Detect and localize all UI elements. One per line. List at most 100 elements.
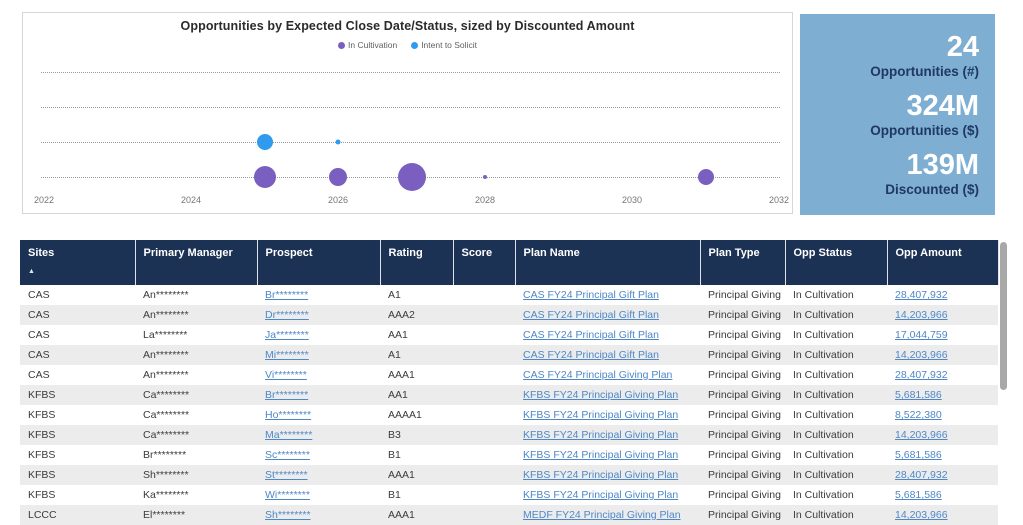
table-cell: In Cultivation bbox=[793, 489, 854, 501]
column-header-prospect[interactable]: Prospect bbox=[256, 240, 381, 285]
cell-link[interactable]: Vi******** bbox=[265, 369, 307, 381]
cell-link[interactable]: Ma******** bbox=[265, 429, 313, 441]
cell-link[interactable]: KFBS FY24 Principal Giving Plan bbox=[523, 409, 679, 421]
cell-link[interactable]: CAS FY24 Principal Gift Plan bbox=[523, 349, 659, 361]
cell-link[interactable]: St******** bbox=[265, 469, 308, 481]
table-cell: In Cultivation bbox=[793, 409, 854, 421]
table-cell: In Cultivation bbox=[793, 329, 854, 341]
cell-link[interactable]: Dr******** bbox=[265, 309, 309, 321]
column-header-rating[interactable]: Rating bbox=[379, 240, 454, 285]
table-cell: An******** bbox=[143, 349, 189, 361]
table-cell: B1 bbox=[388, 489, 401, 501]
table-header-row: Sites ▲ Primary Manager Prospect Rating … bbox=[20, 240, 999, 285]
chart-bubble[interactable] bbox=[483, 175, 487, 179]
table-row[interactable]: KFBS Br******** Sc******** B1 KFBS FY24 Prin… bbox=[20, 445, 998, 465]
table-cell: AA1 bbox=[388, 329, 408, 341]
cell-link[interactable]: KFBS FY24 Principal Giving Plan bbox=[523, 489, 679, 501]
chart-bubble[interactable] bbox=[335, 139, 341, 145]
gridline bbox=[41, 107, 780, 108]
table-cell bbox=[453, 285, 515, 305]
table-scrollbar-track[interactable] bbox=[1000, 240, 1007, 525]
cell-link[interactable]: 14,203,966 bbox=[895, 509, 948, 521]
chart-bubble[interactable] bbox=[256, 134, 273, 150]
table-cell: 8,522,380 bbox=[887, 405, 998, 425]
cell-link[interactable]: MEDF FY24 Principal Giving Plan bbox=[523, 509, 681, 521]
cell-link[interactable]: Ho******** bbox=[265, 409, 312, 421]
cell-link[interactable]: 17,044,759 bbox=[895, 329, 948, 341]
cell-link[interactable]: 5,681,586 bbox=[895, 449, 942, 461]
chart-bubble[interactable] bbox=[329, 168, 347, 186]
table-row[interactable]: KFBS Sh******** St******** AAA1 KFBS FY24 Pr… bbox=[20, 465, 998, 485]
table-cell: CAS bbox=[28, 309, 50, 321]
cell-link[interactable]: KFBS FY24 Principal Giving Plan bbox=[523, 449, 679, 461]
table-row[interactable]: KFBS Ka******** Wi******** B1 KFBS FY24 Prin… bbox=[20, 485, 998, 505]
cell-link[interactable]: CAS FY24 Principal Giving Plan bbox=[523, 369, 673, 381]
cell-link[interactable]: Mi******** bbox=[265, 349, 309, 361]
column-header-primary-manager[interactable]: Primary Manager bbox=[134, 240, 258, 285]
table-cell: KFBS FY24 Principal Giving Plan bbox=[515, 425, 700, 445]
table-cell: AAA1 bbox=[388, 509, 415, 521]
cell-link[interactable]: 28,407,932 bbox=[895, 469, 948, 481]
table-body: CAS An******** Br******** A1 CAS FY24 Princi… bbox=[20, 285, 998, 525]
cell-link[interactable]: 5,681,586 bbox=[895, 489, 942, 501]
cell-link[interactable]: 14,203,966 bbox=[895, 309, 948, 321]
cell-link[interactable]: Ja******** bbox=[265, 329, 309, 341]
table-cell: 28,407,932 bbox=[887, 285, 998, 305]
table-cell: In Cultivation bbox=[793, 309, 854, 321]
table-cell bbox=[453, 385, 515, 405]
cell-link[interactable]: KFBS FY24 Principal Giving Plan bbox=[523, 429, 679, 441]
cell-link[interactable]: Sh******** bbox=[265, 509, 311, 521]
table-row[interactable]: KFBS Ca******** Ma******** B3 KFBS FY24 Prin… bbox=[20, 425, 998, 445]
legend-item-in-cultivation[interactable]: In Cultivation bbox=[338, 40, 397, 50]
plot-area: 2022 2024 2026 2028 2030 2032 bbox=[23, 13, 792, 213]
cell-link[interactable]: Wi******** bbox=[265, 489, 310, 501]
table-cell: KFBS bbox=[28, 449, 56, 461]
table-cell: In Cultivation bbox=[793, 509, 854, 521]
table-row[interactable]: LCCC El******** Sh******** AAA1 MEDF FY24 Pr… bbox=[20, 505, 998, 525]
table-cell: CAS FY24 Principal Gift Plan bbox=[515, 325, 700, 345]
table-row[interactable]: CAS An******** Mi******** A1 CAS FY24 Princi… bbox=[20, 345, 998, 365]
table-cell: Mi******** bbox=[257, 345, 380, 365]
cell-link[interactable]: 28,407,932 bbox=[895, 369, 948, 381]
table-cell: Principal Giving bbox=[708, 309, 781, 321]
cell-link[interactable]: CAS FY24 Principal Gift Plan bbox=[523, 309, 659, 321]
column-header-plan-name[interactable]: Plan Name bbox=[514, 240, 701, 285]
table-cell: Ka******** bbox=[143, 489, 189, 501]
column-header-opp-status[interactable]: Opp Status bbox=[784, 240, 888, 285]
cell-link[interactable]: Sc******** bbox=[265, 449, 310, 461]
table-cell: Principal Giving bbox=[708, 289, 781, 301]
table-row[interactable]: KFBS Ca******** Br******** AA1 KFBS FY24 Pri… bbox=[20, 385, 998, 405]
table-row[interactable]: CAS An******** Vi******** AAA1 CAS FY24 Prin… bbox=[20, 365, 998, 385]
cell-link[interactable]: 8,522,380 bbox=[895, 409, 942, 421]
cell-link[interactable]: CAS FY24 Principal Gift Plan bbox=[523, 289, 659, 301]
table-cell: Sh******** bbox=[143, 469, 189, 481]
cell-link[interactable]: Br******** bbox=[265, 289, 309, 301]
table-row[interactable]: CAS An******** Br******** A1 CAS FY24 Princi… bbox=[20, 285, 998, 305]
cell-link[interactable]: 28,407,932 bbox=[895, 289, 948, 301]
cell-link[interactable]: 14,203,966 bbox=[895, 349, 948, 361]
table-cell: CAS FY24 Principal Gift Plan bbox=[515, 285, 700, 305]
cell-link[interactable]: KFBS FY24 Principal Giving Plan bbox=[523, 389, 679, 401]
column-header-sites[interactable]: Sites ▲ bbox=[20, 240, 136, 285]
table-cell bbox=[453, 405, 515, 425]
column-header-plan-type[interactable]: Plan Type bbox=[699, 240, 786, 285]
cell-link[interactable]: 14,203,966 bbox=[895, 429, 948, 441]
chart-bubble[interactable] bbox=[253, 166, 276, 188]
chart-bubble[interactable] bbox=[397, 163, 426, 191]
column-header-score[interactable]: Score bbox=[452, 240, 516, 285]
table-cell: Br******** bbox=[257, 385, 380, 405]
table-row[interactable]: KFBS Ca******** Ho******** AAAA1 KFBS FY24 P… bbox=[20, 405, 998, 425]
legend-item-intent-to-solicit[interactable]: Intent to Solicit bbox=[411, 40, 477, 50]
cell-link[interactable]: KFBS FY24 Principal Giving Plan bbox=[523, 469, 679, 481]
table-cell: A1 bbox=[388, 349, 401, 361]
cell-link[interactable]: 5,681,586 bbox=[895, 389, 942, 401]
column-header-opp-amount[interactable]: Opp Amount bbox=[886, 240, 999, 285]
x-axis-tick: 2026 bbox=[327, 195, 349, 205]
table-scrollbar-thumb[interactable] bbox=[1000, 242, 1007, 390]
cell-link[interactable]: CAS FY24 Principal Gift Plan bbox=[523, 329, 659, 341]
table-cell: LCCC bbox=[28, 509, 57, 521]
chart-bubble[interactable] bbox=[697, 169, 714, 185]
cell-link[interactable]: Br******** bbox=[265, 389, 309, 401]
table-row[interactable]: CAS An******** Dr******** AAA2 CAS FY24 Prin… bbox=[20, 305, 998, 325]
table-row[interactable]: CAS La******** Ja******** AA1 CAS FY24 Princ… bbox=[20, 325, 998, 345]
